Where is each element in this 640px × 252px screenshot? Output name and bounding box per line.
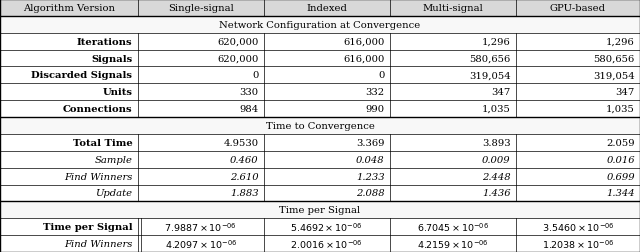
Bar bbox=[0, 84, 640, 101]
Text: 319,054: 319,054 bbox=[469, 71, 511, 80]
Text: Time per Signal: Time per Signal bbox=[280, 206, 360, 214]
Text: Algorithm Version: Algorithm Version bbox=[23, 4, 115, 13]
Text: $1.2038 \times 10^{-06}$: $1.2038 \times 10^{-06}$ bbox=[542, 237, 614, 250]
Bar bbox=[0, 185, 640, 202]
Text: Indexed: Indexed bbox=[307, 4, 347, 13]
Text: Network Configuration at Convergence: Network Configuration at Convergence bbox=[220, 21, 420, 30]
Text: 616,000: 616,000 bbox=[343, 38, 385, 46]
Bar bbox=[0, 202, 640, 218]
Text: Iterations: Iterations bbox=[77, 38, 132, 46]
Text: Multi-signal: Multi-signal bbox=[422, 4, 483, 13]
Text: $4.2097 \times 10^{-06}$: $4.2097 \times 10^{-06}$ bbox=[164, 237, 237, 250]
Bar bbox=[0, 218, 640, 235]
Text: 984: 984 bbox=[239, 105, 259, 114]
Text: 0.699: 0.699 bbox=[606, 172, 635, 181]
Text: 4.9530: 4.9530 bbox=[223, 138, 259, 147]
Text: 1,035: 1,035 bbox=[606, 105, 635, 114]
Text: $7.9887 \times 10^{-06}$: $7.9887 \times 10^{-06}$ bbox=[164, 220, 237, 233]
Text: $6.7045 \times 10^{-06}$: $6.7045 \times 10^{-06}$ bbox=[417, 220, 489, 233]
Text: $4.2159 \times 10^{-06}$: $4.2159 \times 10^{-06}$ bbox=[417, 237, 489, 250]
Text: 347: 347 bbox=[616, 88, 635, 97]
Text: Signals: Signals bbox=[92, 54, 132, 63]
Text: 580,656: 580,656 bbox=[594, 54, 635, 63]
Text: Time per Signal: Time per Signal bbox=[43, 222, 132, 231]
Bar bbox=[0, 168, 640, 185]
Text: 620,000: 620,000 bbox=[217, 54, 259, 63]
Text: 332: 332 bbox=[365, 88, 385, 97]
Text: Total Time: Total Time bbox=[73, 138, 132, 147]
Text: 1,035: 1,035 bbox=[482, 105, 511, 114]
Text: 319,054: 319,054 bbox=[593, 71, 635, 80]
Text: $2.0016 \times 10^{-06}$: $2.0016 \times 10^{-06}$ bbox=[291, 237, 363, 250]
Text: 330: 330 bbox=[239, 88, 259, 97]
Text: 1.436: 1.436 bbox=[482, 189, 511, 198]
Text: $5.4692 \times 10^{-06}$: $5.4692 \times 10^{-06}$ bbox=[291, 220, 363, 233]
Text: Single-signal: Single-signal bbox=[168, 4, 234, 13]
Bar bbox=[0, 34, 640, 50]
Bar bbox=[0, 118, 640, 134]
Text: Connections: Connections bbox=[63, 105, 132, 114]
Bar bbox=[0, 151, 640, 168]
Text: 2.610: 2.610 bbox=[230, 172, 259, 181]
Text: Find Winners: Find Winners bbox=[64, 239, 132, 248]
Bar bbox=[0, 134, 640, 151]
Text: 347: 347 bbox=[492, 88, 511, 97]
Text: 1,296: 1,296 bbox=[606, 38, 635, 46]
Bar bbox=[0, 50, 640, 67]
Text: 3.369: 3.369 bbox=[356, 138, 385, 147]
Text: 2.088: 2.088 bbox=[356, 189, 385, 198]
Bar bbox=[0, 17, 640, 34]
Text: 1.233: 1.233 bbox=[356, 172, 385, 181]
Text: 2.059: 2.059 bbox=[606, 138, 635, 147]
Text: Find Winners: Find Winners bbox=[64, 172, 132, 181]
Bar bbox=[0, 101, 640, 118]
Text: GPU-based: GPU-based bbox=[550, 4, 606, 13]
Text: 616,000: 616,000 bbox=[343, 54, 385, 63]
Text: 620,000: 620,000 bbox=[217, 38, 259, 46]
Text: 0: 0 bbox=[378, 71, 385, 80]
Text: 0.460: 0.460 bbox=[230, 155, 259, 164]
Text: Units: Units bbox=[102, 88, 132, 97]
Text: 0: 0 bbox=[252, 71, 259, 80]
Text: Update: Update bbox=[95, 189, 132, 198]
Text: 0.016: 0.016 bbox=[606, 155, 635, 164]
Text: 2.448: 2.448 bbox=[482, 172, 511, 181]
Text: 1.344: 1.344 bbox=[606, 189, 635, 198]
Text: $3.5460 \times 10^{-06}$: $3.5460 \times 10^{-06}$ bbox=[541, 220, 614, 233]
Text: Discarded Signals: Discarded Signals bbox=[31, 71, 132, 80]
Bar bbox=[0, 0, 640, 17]
Text: Sample: Sample bbox=[95, 155, 132, 164]
Bar bbox=[0, 67, 640, 84]
Text: 990: 990 bbox=[365, 105, 385, 114]
Text: 580,656: 580,656 bbox=[470, 54, 511, 63]
Text: 1,296: 1,296 bbox=[482, 38, 511, 46]
Text: 3.893: 3.893 bbox=[482, 138, 511, 147]
Text: 0.009: 0.009 bbox=[482, 155, 511, 164]
Text: 0.048: 0.048 bbox=[356, 155, 385, 164]
Text: Time to Convergence: Time to Convergence bbox=[266, 121, 374, 131]
Text: 1.883: 1.883 bbox=[230, 189, 259, 198]
Bar bbox=[0, 235, 640, 252]
